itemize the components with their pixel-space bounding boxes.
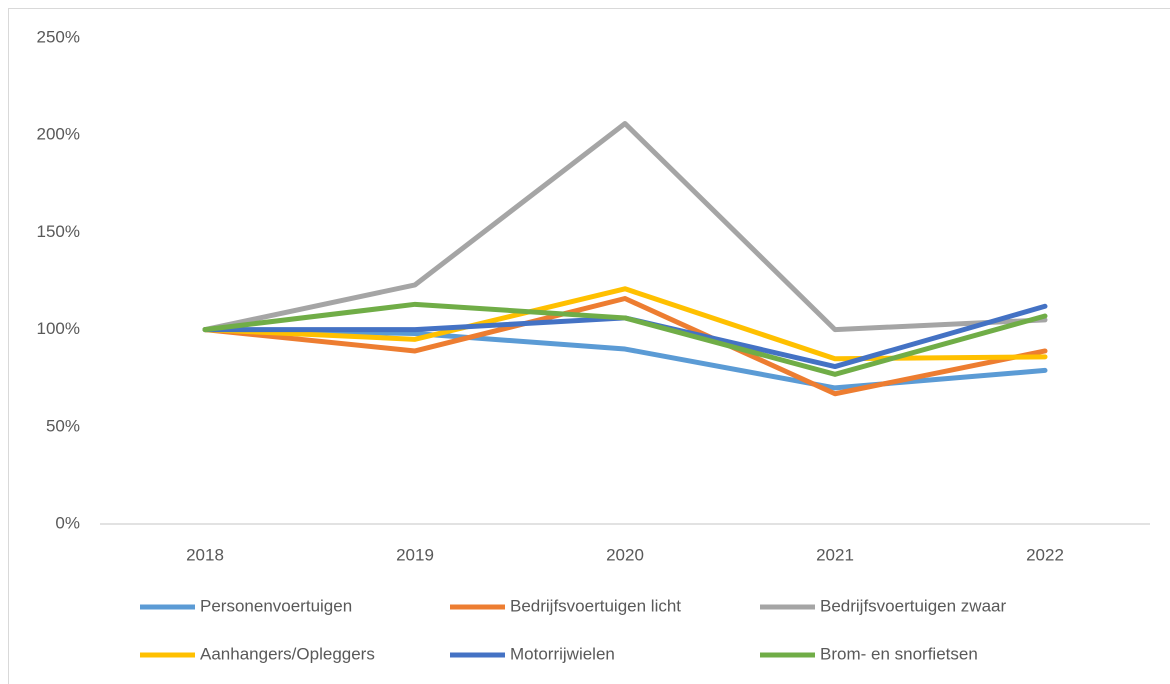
series-line: [202, 295, 1048, 397]
legend-label: Motorrijwielen: [510, 644, 615, 663]
x-tick-label: 2019: [396, 545, 434, 564]
y-tick-label: 0%: [55, 513, 80, 532]
x-tick-label: 2021: [816, 545, 854, 564]
x-tick-label: 2018: [186, 545, 224, 564]
x-tick-label: 2022: [1026, 545, 1064, 564]
y-tick-label: 200%: [37, 125, 80, 144]
y-tick-label: 50%: [46, 416, 80, 435]
legend-label: Bedrijfsvoertuigen licht: [510, 596, 681, 615]
y-tick-label: 150%: [37, 222, 80, 241]
series-line: [202, 121, 1048, 333]
legend-label: Brom- en snorfietsen: [820, 644, 978, 663]
legend-label: Aanhangers/Opleggers: [200, 644, 375, 663]
series-line: [202, 286, 1048, 362]
y-tick-label: 250%: [37, 27, 80, 46]
series-line: [202, 301, 1048, 377]
chart-border: [8, 8, 1170, 684]
y-tick-label: 100%: [37, 319, 80, 338]
legend-label: Personenvoertuigen: [200, 596, 352, 615]
legend-label: Bedrijfsvoertuigen zwaar: [820, 596, 1006, 615]
series-line: [202, 327, 1048, 391]
x-tick-label: 2020: [606, 545, 644, 564]
